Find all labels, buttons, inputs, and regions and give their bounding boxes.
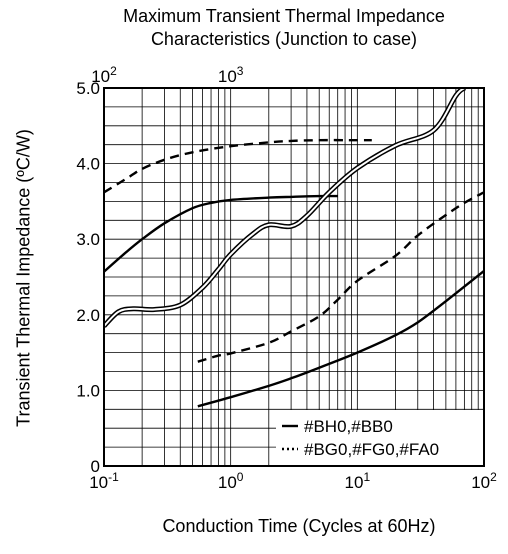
y-tick-label-0: 0 <box>91 457 100 476</box>
x-tick-label-0: 10-1 <box>89 470 119 492</box>
x-tick-label-1: 100 <box>218 470 244 492</box>
tick-labels: 0 1.0 2.0 3.0 4.0 5.0 10-1 100 101 102 102 103 <box>76 64 497 492</box>
chart-subtitle: Characteristics (Junction to case) <box>150 29 418 49</box>
y-tick-label-2: 2.0 <box>76 306 100 325</box>
series-curve-1 <box>104 138 372 194</box>
x-tick-label-3: 102 <box>471 470 497 492</box>
legend-box <box>276 410 484 466</box>
x-tick-label-2: 101 <box>345 470 371 492</box>
legend: #BH0,#BB0 #BG0,#FG0,#FA0 <box>276 410 484 466</box>
top-x-tick-label-0: 102 <box>91 64 117 86</box>
y-axis-label: Transient Thermal Impedance (ºC/W) <box>13 129 34 427</box>
y-tick-label-5: 5.0 <box>76 79 100 98</box>
series-curve-2-inner <box>104 88 466 327</box>
series-curve-2-outer <box>104 88 467 328</box>
grid <box>103 87 484 467</box>
series-curve-4 <box>197 270 484 408</box>
y-tick-label-4: 4.0 <box>76 155 100 174</box>
y-tick-label-1: 1.0 <box>76 381 100 400</box>
top-x-tick-label-1: 103 <box>218 64 244 86</box>
series-curve-0 <box>104 194 338 273</box>
y-tick-label-3: 3.0 <box>76 230 100 249</box>
legend-label-1: #BG0,#FG0,#FA0 <box>304 440 439 459</box>
x-axis-label: Conduction Time (Cycles at 60Hz) <box>162 516 436 536</box>
chart-title: Maximum Transient Thermal Impedance <box>123 6 445 26</box>
series-curve-3 <box>197 191 484 363</box>
legend-label-0: #BH0,#BB0 <box>304 417 393 436</box>
curves <box>104 88 484 408</box>
plot-frame <box>103 87 485 467</box>
